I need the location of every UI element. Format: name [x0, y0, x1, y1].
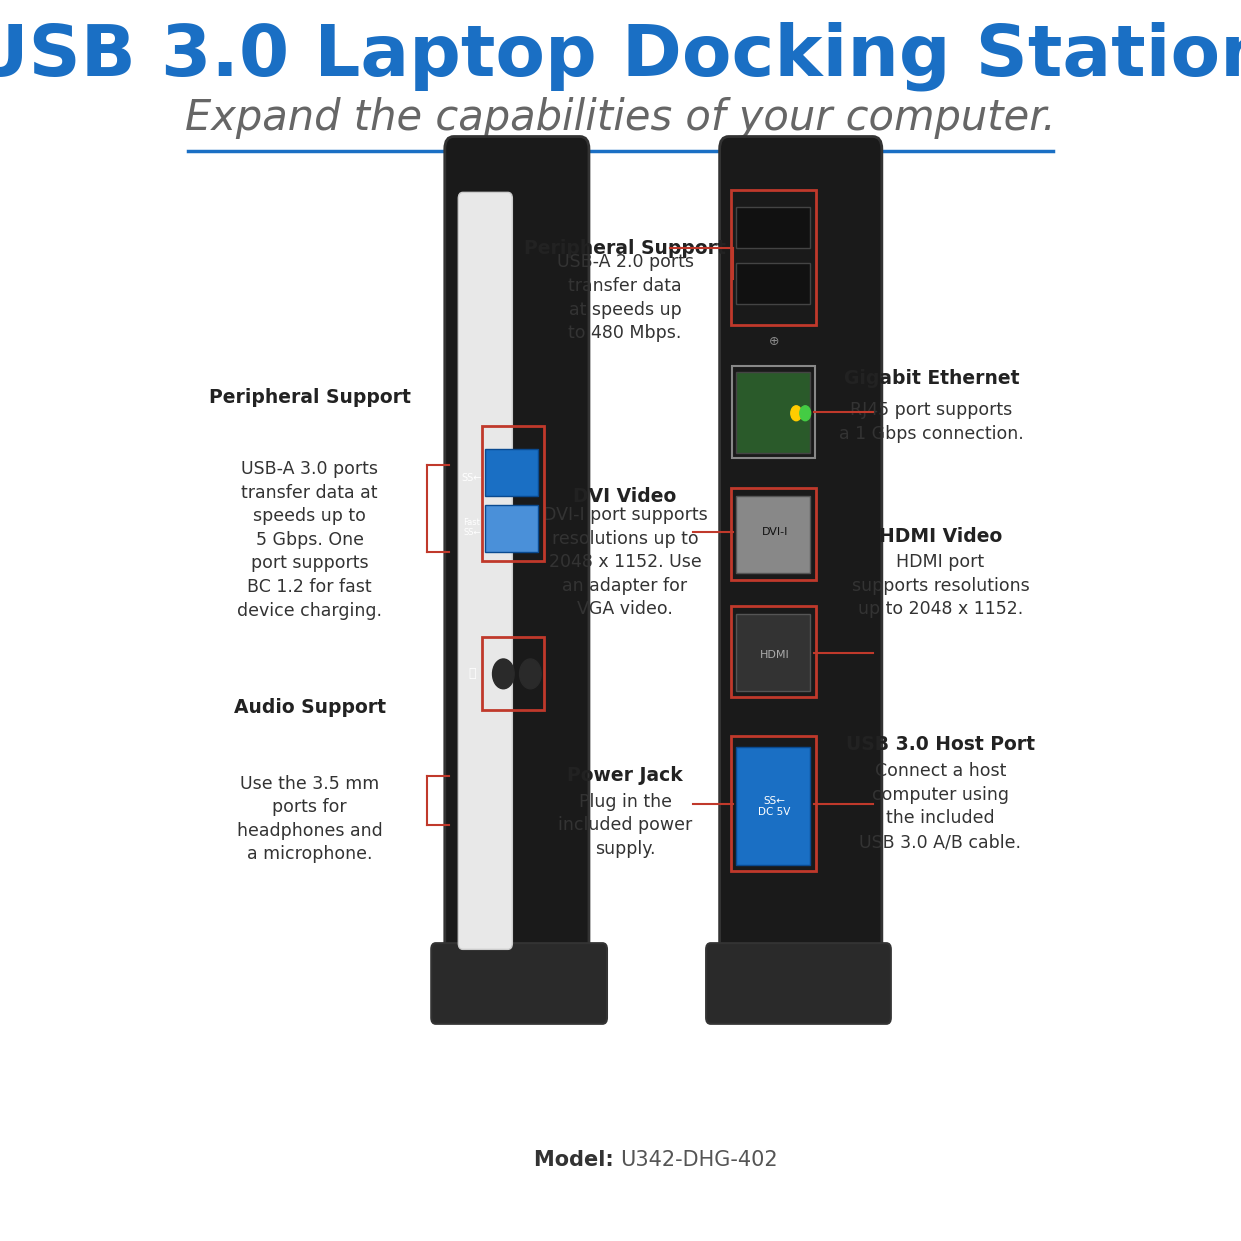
Bar — [736, 207, 809, 248]
FancyBboxPatch shape — [458, 192, 513, 949]
Bar — [485, 505, 537, 552]
Circle shape — [520, 659, 541, 689]
Text: Use the 3.5 mm
ports for
headphones and
a microphone.: Use the 3.5 mm ports for headphones and … — [237, 774, 382, 864]
FancyBboxPatch shape — [720, 137, 882, 980]
Text: U342-DHG-402: U342-DHG-402 — [620, 1150, 778, 1170]
Text: USB 3.0 Laptop Docking Station: USB 3.0 Laptop Docking Station — [0, 21, 1241, 91]
Circle shape — [493, 659, 514, 689]
Bar — [736, 747, 809, 865]
Bar — [736, 496, 809, 573]
FancyBboxPatch shape — [432, 943, 607, 1024]
Text: SS←
DC 5V: SS← DC 5V — [758, 795, 791, 818]
Text: SS←: SS← — [462, 473, 482, 483]
Text: HDMI port
supports resolutions
up to 2048 x 1152.: HDMI port supports resolutions up to 204… — [851, 553, 1029, 618]
Text: RJ45 port supports
a 1 Gbps connection.: RJ45 port supports a 1 Gbps connection. — [839, 401, 1024, 443]
Text: Peripheral Support: Peripheral Support — [524, 238, 726, 258]
Text: DVI-I: DVI-I — [762, 527, 788, 537]
Text: USB-A 2.0 ports
transfer data
at speeds up
to 480 Mbps.: USB-A 2.0 ports transfer data at speeds … — [556, 253, 694, 343]
Circle shape — [800, 406, 810, 421]
Text: Gigabit Ethernet: Gigabit Ethernet — [844, 369, 1019, 388]
Text: Connect a host
computer using
the included
USB 3.0 A/B cable.: Connect a host computer using the includ… — [860, 762, 1021, 851]
Text: USB-A 3.0 ports
transfer data at
speeds up to
5 Gbps. One
port supports
BC 1.2 f: USB-A 3.0 ports transfer data at speeds … — [237, 460, 382, 619]
Text: HDMI Video: HDMI Video — [879, 526, 1001, 546]
Text: HDMI: HDMI — [759, 650, 789, 660]
Text: DVI-I port supports
resolutions up to
2048 x 1152. Use
an adapter for
VGA video.: DVI-I port supports resolutions up to 20… — [542, 506, 707, 618]
Text: Expand the capabilities of your computer.: Expand the capabilities of your computer… — [185, 97, 1056, 139]
Text: Power Jack: Power Jack — [567, 766, 683, 786]
FancyBboxPatch shape — [706, 943, 891, 1024]
Bar — [736, 372, 809, 453]
Circle shape — [791, 406, 802, 421]
Bar — [485, 449, 537, 496]
Bar — [736, 263, 809, 304]
Text: Peripheral Support: Peripheral Support — [208, 387, 411, 407]
Text: Plug in the
included power
supply.: Plug in the included power supply. — [558, 793, 692, 858]
Text: 🎧: 🎧 — [468, 668, 475, 680]
Bar — [736, 614, 809, 691]
FancyBboxPatch shape — [444, 137, 589, 980]
Text: Fast
SS←: Fast SS← — [463, 517, 480, 537]
Text: ⊕: ⊕ — [769, 335, 779, 347]
Text: USB 3.0 Host Port: USB 3.0 Host Port — [846, 735, 1035, 755]
Text: Model:: Model: — [534, 1150, 620, 1170]
Text: Audio Support: Audio Support — [233, 697, 386, 717]
Text: DVI Video: DVI Video — [573, 486, 676, 506]
